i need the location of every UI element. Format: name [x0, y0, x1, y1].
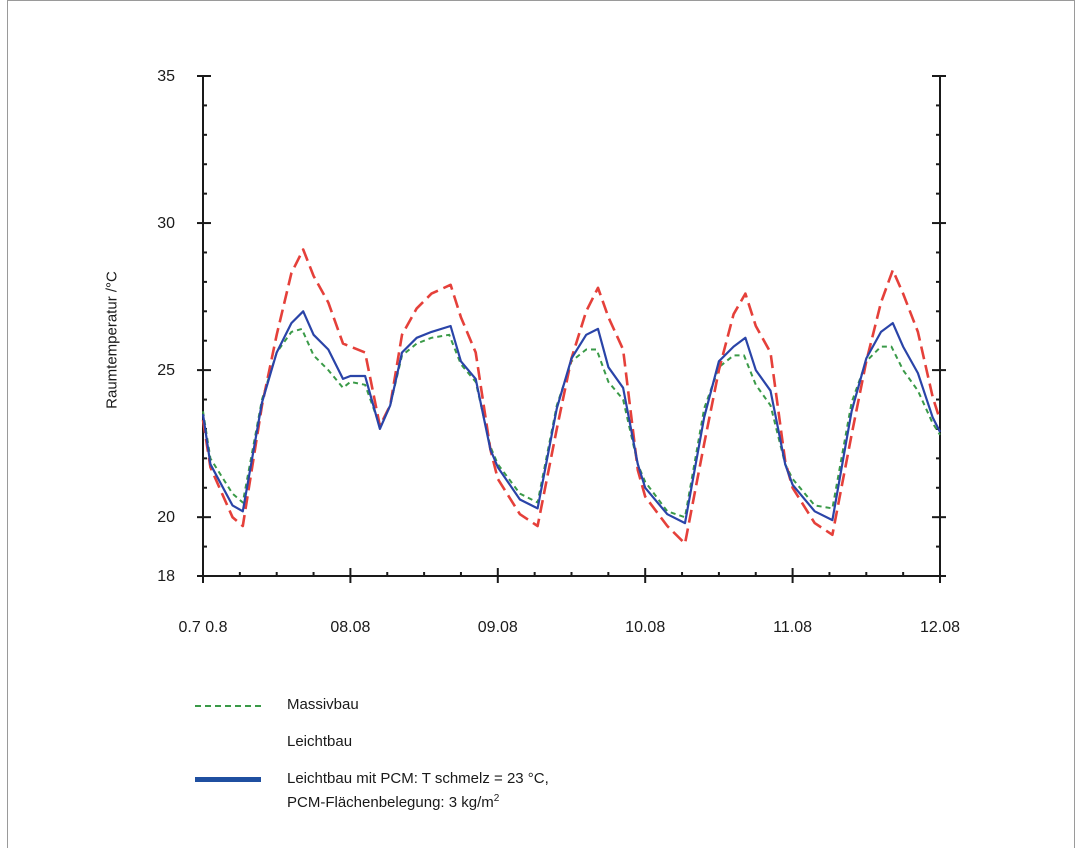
- x-tick-label: 10.08: [625, 619, 665, 636]
- legend-label-leichtbau-pcm: Leichtbau mit PCM: T schmelz = 23 °C, PC…: [287, 769, 549, 813]
- legend-label-leichtbau-pcm-line2: PCM-Flächenbelegung: 3 kg/m2: [287, 789, 549, 813]
- x-tick-label: 11.08: [773, 619, 812, 636]
- x-tick-label: 09.08: [478, 619, 518, 636]
- legend-label-massivbau: Massivbau: [287, 696, 359, 713]
- legend-label-leichtbau-pcm-line1: Leichtbau mit PCM: T schmelz = 23 °C,: [287, 770, 549, 787]
- series-line-leichtbau-pcm: [201, 310, 941, 525]
- x-tick-label: 08.08: [330, 619, 370, 636]
- y-tick-label: 35: [157, 68, 175, 85]
- legend-label-leichtbau: Leichtbau: [287, 733, 353, 750]
- chart-tick-labels: 18 20 25 30 35 0.7 0.8 08.08 09.08 10.08 11.08 12.…: [157, 68, 960, 636]
- y-tick-label: 18: [157, 568, 175, 585]
- y-axis-label: Raumtemperatur /°C: [103, 271, 121, 409]
- legend-swatch-massivbau: [195, 705, 261, 707]
- series-line-leichtbau: [201, 248, 942, 545]
- figure-frame: [7, 0, 1075, 848]
- x-tick-label: 12.08: [920, 619, 960, 636]
- chart-series: [201, 248, 942, 545]
- y-tick-label: 20: [157, 509, 175, 526]
- y-tick-label: 30: [157, 215, 175, 232]
- legend-label-leichtbau-pcm-sup: 2: [493, 793, 500, 804]
- chart-axes: [197, 75, 946, 583]
- x-tick-label: 0.7 0.8: [179, 619, 228, 636]
- y-tick-label: 25: [157, 362, 175, 379]
- legend-swatch-leichtbau-pcm: [195, 777, 261, 782]
- legend-label-leichtbau-pcm-line2-text: PCM-Flächenbelegung: 3 kg/m: [287, 794, 494, 811]
